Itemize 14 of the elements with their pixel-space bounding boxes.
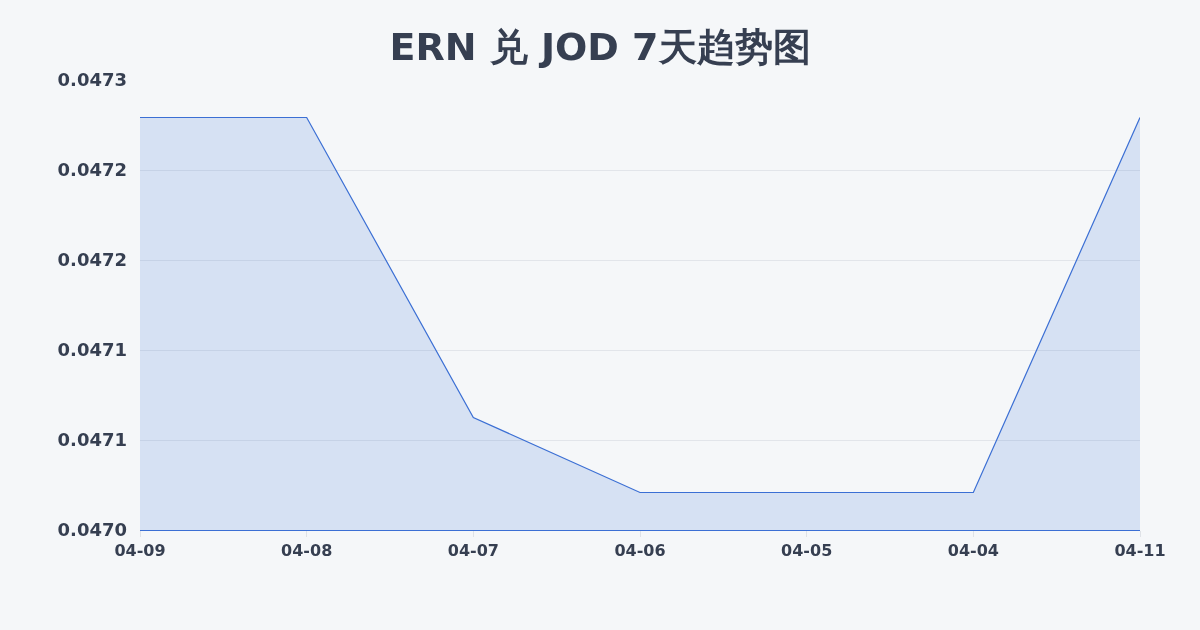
y-tick-label: 0.0473	[57, 69, 127, 91]
chart-title: ERN 兑 JOD 7天趋势图	[389, 25, 811, 70]
y-tick-label: 0.0472	[57, 159, 127, 181]
y-tick-label: 0.0471	[57, 429, 127, 451]
y-tick-label: 0.0471	[57, 339, 127, 361]
x-tick-label: 04-06	[614, 541, 666, 561]
x-tick-label: 04-05	[781, 541, 833, 561]
y-tick-label: 0.0472	[57, 249, 127, 271]
y-tick-label: 0.0470	[57, 519, 127, 541]
x-tick-label: 04-09	[114, 541, 166, 561]
x-tick-label: 04-08	[281, 541, 333, 561]
x-tick-label: 04-04	[947, 541, 999, 561]
x-tick-label: 04-07	[447, 541, 499, 561]
x-tick-label: 04-11	[1114, 541, 1166, 561]
